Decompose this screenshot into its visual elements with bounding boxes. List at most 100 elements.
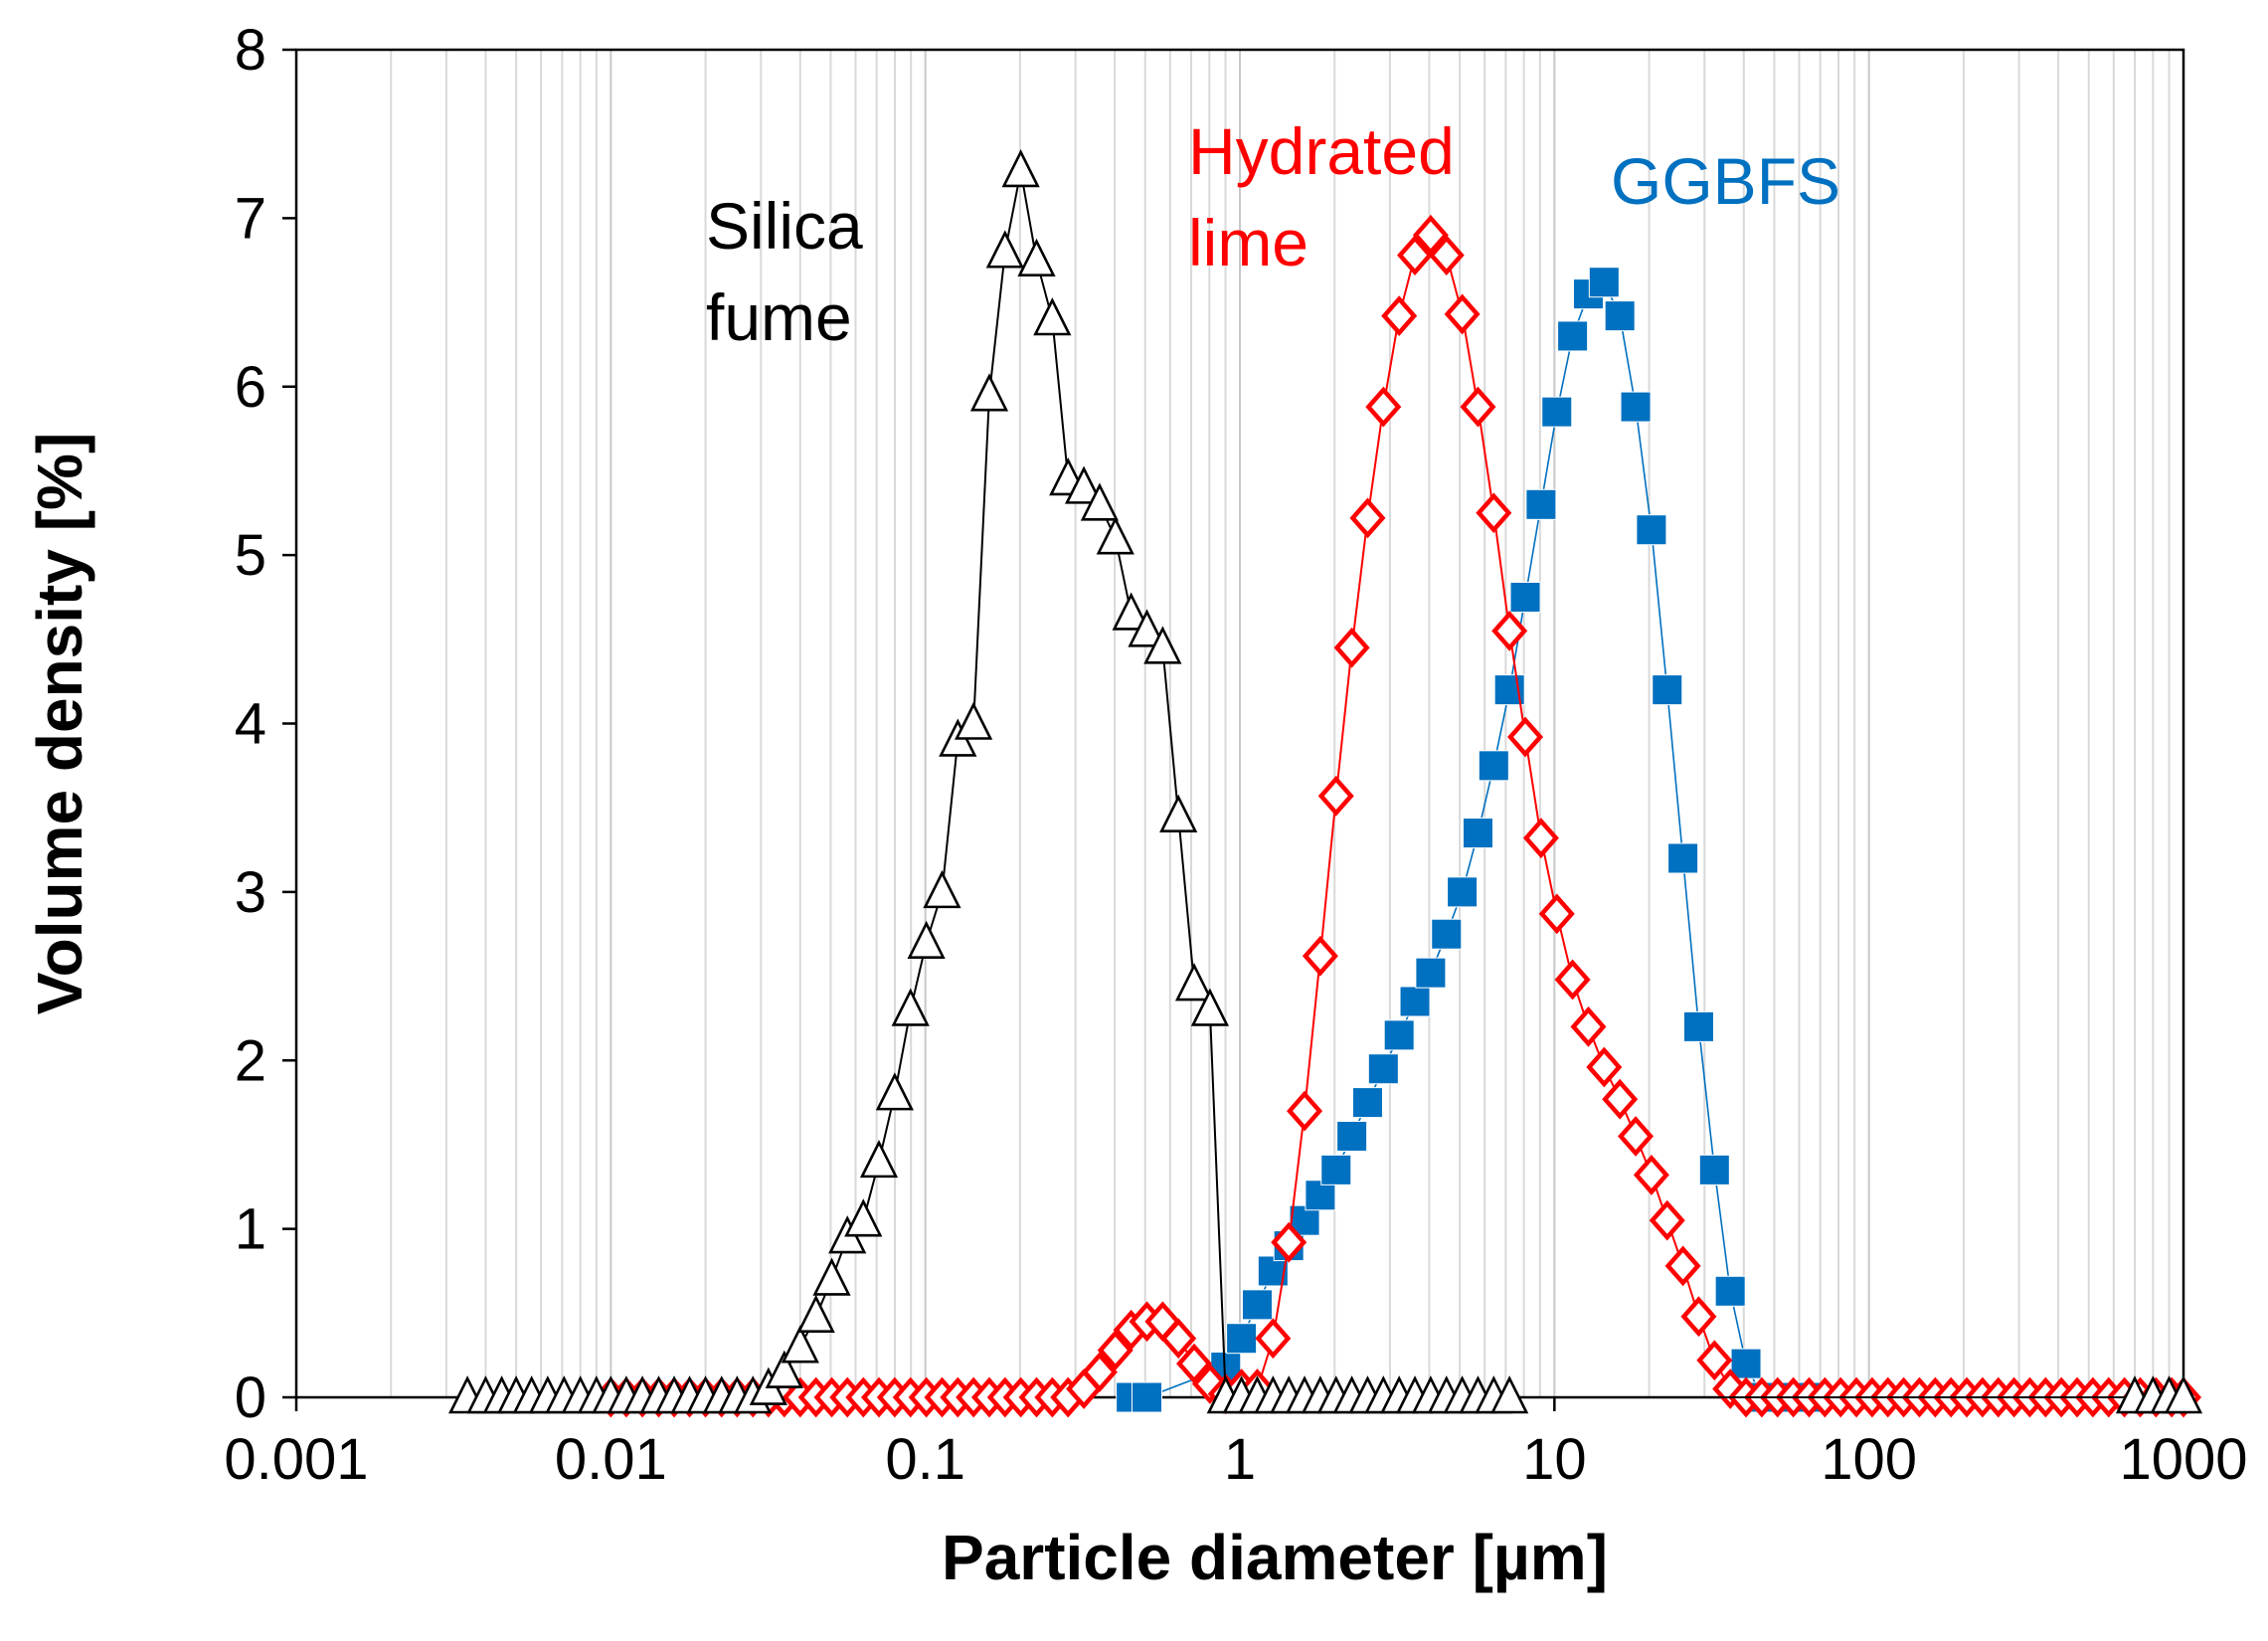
data-point (1397, 235, 1434, 276)
data-point (891, 988, 930, 1026)
data-point (1618, 1116, 1655, 1157)
data-point (1667, 842, 1699, 874)
data-point (1080, 482, 1120, 521)
data-point (1081, 1352, 1118, 1392)
data-point (1570, 1005, 1607, 1047)
data-point (1620, 391, 1652, 423)
data-point (844, 1198, 883, 1237)
data-point (1033, 297, 1072, 336)
data-point (1507, 716, 1544, 758)
data-point (1399, 986, 1431, 1017)
series-hydrated-lime (593, 214, 2202, 1418)
data-point (1143, 626, 1182, 664)
data-point (1351, 1087, 1383, 1119)
data-point (985, 230, 1024, 269)
data-point (781, 1325, 819, 1364)
data-point (1602, 1078, 1639, 1120)
y-tick-label: 0 (235, 1366, 266, 1430)
data-point (1698, 1154, 1730, 1185)
y-tick-label: 8 (235, 18, 266, 83)
data-point (1255, 1318, 1292, 1360)
data-point (1664, 1245, 1701, 1287)
data-point (1317, 775, 1354, 817)
data-point (1447, 876, 1479, 908)
series-silica-fume (448, 149, 2203, 1414)
x-axis-title: Particle diameter [µm] (942, 1522, 1608, 1593)
series-label-hydrated-lime: Hydrated (1188, 114, 1455, 188)
data-point (1541, 396, 1573, 428)
data-point (765, 1350, 803, 1388)
data-point (1226, 1323, 1258, 1355)
data-point (875, 1072, 914, 1111)
x-tick-label: 0.01 (555, 1427, 667, 1492)
labels: Particle diameter [µm] Volume density [%]… (24, 114, 1840, 1593)
y-tick-label: 2 (235, 1028, 266, 1093)
data-point (1680, 1296, 1717, 1338)
data-point (1649, 1199, 1685, 1241)
data-point (2164, 1375, 2203, 1414)
data-point (1444, 293, 1481, 335)
data-point (1636, 514, 1667, 546)
data-point (1428, 235, 1465, 276)
data-point (1412, 214, 1449, 256)
data-point (1097, 1330, 1134, 1370)
data-point (1509, 581, 1541, 613)
data-point (1017, 238, 1056, 277)
data-point (1604, 300, 1636, 332)
data-point (1271, 1221, 1308, 1263)
data-point (1633, 1155, 1669, 1195)
data-point (796, 1294, 835, 1333)
series-label-ggbfs: GGBFS (1611, 144, 1840, 218)
x-tick-label: 1 (1224, 1427, 1256, 1492)
data-point (1476, 492, 1512, 534)
data-point (1730, 1348, 1762, 1379)
y-tick-label: 3 (235, 860, 266, 925)
data-point (1336, 1120, 1368, 1152)
x-tick-label: 0.001 (224, 1427, 368, 1492)
data-point (1415, 957, 1447, 989)
data-point (1287, 1090, 1323, 1132)
data-point (1241, 1289, 1273, 1321)
data-point (1174, 963, 1214, 1002)
data-point (1302, 935, 1338, 977)
data-point (1586, 1046, 1623, 1088)
data-point (1064, 465, 1104, 504)
data-point (1525, 488, 1557, 520)
data-point (1652, 674, 1683, 706)
data-point (1490, 1375, 1529, 1414)
data-point (955, 701, 993, 740)
y-axis-title: Volume density [%] (24, 433, 95, 1015)
data-point (1131, 1381, 1162, 1413)
data-point (1462, 818, 1493, 849)
data-point (1478, 750, 1509, 782)
x-tick-label: 0.1 (885, 1427, 965, 1492)
data-point (1190, 988, 1230, 1026)
data-point (859, 1139, 899, 1179)
y-tick-label: 5 (235, 523, 266, 588)
data-point (1320, 1154, 1352, 1185)
data-point (1460, 386, 1496, 428)
data-point (1431, 918, 1463, 950)
data-point (1538, 893, 1575, 935)
data-point (1554, 959, 1591, 1001)
y-tick-label: 4 (235, 692, 266, 757)
data-point (1159, 794, 1198, 832)
x-tick-label: 100 (1821, 1427, 1917, 1492)
data-point (1588, 267, 1620, 298)
series-label-silica-fume: Silica (706, 189, 863, 263)
data-point (1381, 295, 1418, 337)
data-point (923, 869, 961, 909)
data-point (907, 920, 946, 959)
data-point (969, 373, 1009, 412)
data-point (1001, 149, 1040, 188)
series-ggbfs (1116, 267, 1825, 1413)
data-point (812, 1257, 851, 1296)
data-point (1522, 818, 1559, 859)
data-point (1682, 1010, 1714, 1042)
data-point (1557, 320, 1589, 352)
y-tick-label: 6 (235, 355, 266, 420)
data-point (1096, 516, 1134, 555)
data-point (1349, 497, 1386, 539)
